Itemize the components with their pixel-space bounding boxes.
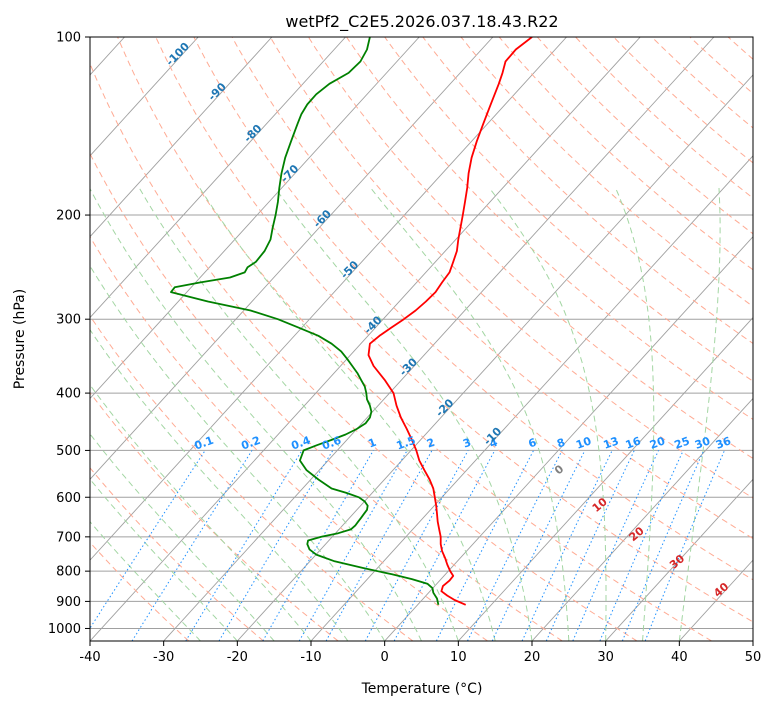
mixing-ratio-label: 36	[714, 434, 733, 452]
mixing-ratio-label: 20	[648, 434, 667, 452]
mixing-ratio-line	[325, 450, 433, 641]
y-tick-label: 400	[56, 387, 81, 402]
isotherm-line	[90, 37, 641, 641]
mixing-ratio-label: 25	[673, 434, 692, 451]
dry-adiabat-line	[193, 37, 753, 581]
reference-lines	[90, 37, 775, 641]
x-tick-label: 0	[381, 650, 389, 665]
y-tick-label: 100	[56, 31, 81, 46]
y-axis-label: Pressure (hPa)	[12, 289, 28, 389]
plot-frame	[89, 36, 754, 642]
dry-adiabat-line	[90, 152, 563, 641]
isotherm-line	[605, 478, 753, 641]
y-tick-label: 200	[56, 209, 81, 224]
y-tick-label: 900	[56, 595, 81, 610]
mixing-ratio-label: 4	[488, 436, 500, 451]
mixing-ratio-line	[364, 450, 469, 641]
mixing-ratio-label: 10	[574, 434, 593, 452]
y-tick-label: 800	[56, 565, 81, 580]
mixing-ratio-label: 1.5	[395, 434, 418, 453]
x-tick-label: 10	[450, 650, 467, 665]
moist-adiabat-line	[370, 187, 570, 641]
mixing-ratio-label: 13	[602, 434, 621, 451]
dry-adiabat-line	[422, 37, 753, 345]
dry-adiabat-line	[575, 37, 753, 199]
dry-adiabat-line	[117, 37, 712, 641]
moist-adiabat-line	[90, 478, 238, 641]
mixing-ratio-line	[621, 450, 705, 641]
y-tick-label: 700	[56, 530, 81, 545]
isotherm-line	[163, 37, 715, 641]
isotherm-line	[90, 37, 494, 480]
x-tick-label: -20	[227, 650, 248, 665]
isotherm-line	[90, 37, 273, 238]
isotherm-line	[531, 397, 753, 641]
mixing-ratio-label: 3	[461, 436, 473, 451]
x-axis-label: Temperature (°C)	[361, 681, 483, 697]
mixing-ratio-label: 30	[693, 434, 712, 452]
isotherm-line	[90, 37, 567, 561]
moist-adiabat-line	[90, 265, 386, 641]
moist-adiabat-line	[489, 187, 607, 641]
moist-adiabat-line	[90, 520, 201, 641]
mixing-ratio-label: 8	[555, 436, 567, 451]
mixing-ratio-line	[90, 450, 206, 630]
dry-adiabat-line	[536, 37, 753, 235]
x-tick-label: -40	[79, 650, 100, 665]
dewpoint-profile-line	[170, 37, 440, 605]
x-tick-label: 40	[671, 650, 688, 665]
isotherm-line	[237, 74, 753, 641]
x-tick-label: 50	[745, 650, 762, 665]
temperature-profile-line	[367, 37, 533, 606]
mixing-ratio-label: 1	[366, 436, 378, 451]
moist-adiabat-line	[615, 187, 655, 641]
isotherm-line	[90, 37, 199, 157]
mixing-ratio-label: 0.2	[239, 434, 262, 453]
mixing-ratio-label: 16	[624, 434, 643, 452]
mixing-ratio-line	[435, 450, 535, 641]
dry-adiabat-line	[155, 37, 753, 623]
isotherm-line	[458, 316, 753, 641]
mixing-ratio-line	[185, 450, 303, 641]
mixing-ratio-label: 0.4	[289, 434, 312, 453]
x-tick-label: -10	[300, 650, 321, 665]
moist-adiabat-line	[90, 187, 422, 641]
mixing-ratio-label: 2	[425, 436, 437, 451]
x-tick-label: 20	[524, 650, 541, 665]
isotherm-line	[90, 37, 420, 400]
mixing-ratio-line	[644, 450, 725, 641]
y-tick-label: 1000	[48, 622, 81, 637]
mixing-ratio-line	[467, 450, 563, 641]
isotherm-line	[90, 37, 346, 319]
mixing-ratio-label: 0.6	[320, 434, 343, 453]
mixing-ratio-label: 6	[527, 436, 539, 451]
x-tick-label: 30	[597, 650, 614, 665]
moist-adiabat-line	[90, 328, 349, 641]
y-tick-label: 600	[56, 491, 81, 506]
axis-ticks: -40 -30 -20 -10 0 10 20 30 40 5010020030040050060…	[48, 31, 761, 666]
dry-adiabat-line	[384, 37, 753, 382]
mixing-ratio-line	[599, 450, 684, 641]
moist-adiabat-line	[90, 433, 275, 641]
y-tick-label: 300	[56, 313, 81, 328]
isotherm-line	[752, 640, 753, 641]
x-tick-label: -30	[153, 650, 174, 665]
dry-adiabat-line	[231, 37, 753, 540]
mixing-ratio-line	[572, 450, 660, 641]
y-tick-label: 500	[56, 444, 81, 459]
dry-adiabat-line	[766, 37, 775, 641]
chart-title: wetPf2_C2E5.2026.037.18.43.R22	[285, 12, 558, 32]
moist-adiabat-line	[678, 187, 721, 641]
isotherm-line	[384, 236, 753, 641]
moist-adiabat-line	[274, 187, 533, 641]
moist-adiabat-line	[90, 384, 312, 641]
dry-adiabat-line	[346, 37, 753, 421]
mixing-ratio-label: 0.1	[193, 434, 216, 453]
dry-adiabat-line	[307, 37, 753, 460]
moist-adiabat-line	[138, 187, 459, 641]
dry-adiabat-line	[90, 315, 414, 641]
series-layer	[170, 37, 533, 606]
moist-adiabat-line	[199, 187, 496, 641]
